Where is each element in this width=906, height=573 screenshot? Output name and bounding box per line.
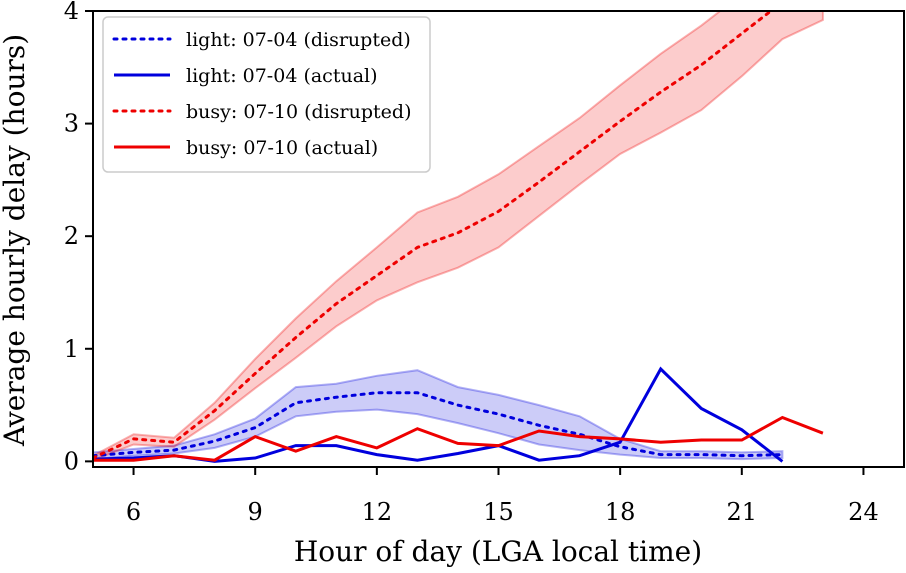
x-axis-title: Hour of day (LGA local time) (294, 535, 702, 568)
x-tick-label: 15 (483, 498, 514, 526)
legend-label: light: 07-04 (actual) (186, 65, 378, 87)
y-axis-title: Average hourly delay (hours) (0, 34, 31, 447)
legend: light: 07-04 (disrupted) light: 07-04 (ac… (102, 16, 431, 173)
y-tick-label: 4 (64, 0, 79, 25)
y-tick-label: 2 (64, 222, 79, 250)
x-tick-label: 12 (362, 498, 393, 526)
legend-box (102, 16, 431, 173)
legend-label: busy: 07-10 (actual) (186, 137, 378, 159)
series-0-band (93, 369, 784, 461)
y-tick-label: 0 (64, 447, 79, 475)
x-tick-label: 21 (727, 498, 758, 526)
x-tick-label: 6 (126, 498, 141, 526)
y-tick-label: 1 (64, 335, 79, 363)
series-2-line (93, 11, 774, 460)
x-tick-label: 24 (848, 498, 879, 526)
x-tick-label: 9 (248, 498, 263, 526)
series-3-line (93, 415, 824, 462)
x-tick-label: 18 (605, 498, 636, 526)
legend-label: light: 07-04 (disrupted) (186, 29, 411, 51)
y-tick-label: 3 (64, 110, 79, 138)
series-0-line (93, 391, 784, 458)
legend-label: busy: 07-10 (disrupted) (186, 101, 411, 123)
series-2-band (93, 11, 824, 462)
